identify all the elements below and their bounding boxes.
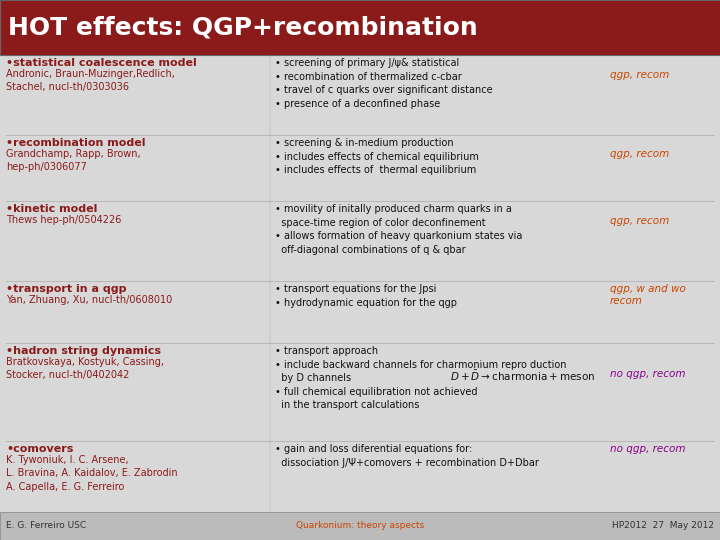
- Text: • screening & in-medium production
• includes effects of chemical equilibrium
• : • screening & in-medium production • inc…: [275, 138, 479, 175]
- Text: • gain and loss diferential equations for:
  dissociation J/Ψ+comovers + recombi: • gain and loss diferential equations fo…: [275, 444, 539, 468]
- Text: •transport in a qgp: •transport in a qgp: [6, 284, 127, 294]
- Text: $D + \bar{D} \rightarrow \mathrm{charmonia} + \mathrm{meson}$: $D + \bar{D} \rightarrow \mathrm{charmon…: [450, 369, 595, 383]
- Text: Bratkovskaya, Kostyuk, Cassing,
Stocker, nucl-th/0402042: Bratkovskaya, Kostyuk, Cassing, Stocker,…: [6, 357, 164, 380]
- Text: •recombination model: •recombination model: [6, 138, 145, 148]
- Bar: [0, 0, 720, 55]
- Text: no qgp, recom: no qgp, recom: [610, 369, 685, 379]
- Text: •kinetic model: •kinetic model: [6, 204, 97, 214]
- Text: qgp, recom: qgp, recom: [610, 70, 670, 79]
- Text: • movility of initally produced charm quarks in a
  space-time region of color d: • movility of initally produced charm qu…: [275, 204, 523, 255]
- Bar: [0, 512, 720, 540]
- Text: Andronic, Braun-Muzinger,Redlich,
Stachel, nucl-th/0303036: Andronic, Braun-Muzinger,Redlich, Stache…: [6, 69, 175, 92]
- Bar: [0, 512, 720, 540]
- Text: K. Tywoniuk, I. C. Arsene,
L. Bravina, A. Kaidalov, E. Zabrodin
A. Capella, E. G: K. Tywoniuk, I. C. Arsene, L. Bravina, A…: [6, 455, 178, 491]
- Text: Thews hep-ph/0504226: Thews hep-ph/0504226: [6, 215, 122, 225]
- Text: HP2012  27  May 2012: HP2012 27 May 2012: [612, 522, 714, 530]
- Text: •hadron string dynamics: •hadron string dynamics: [6, 346, 161, 356]
- Text: qgp, recom: qgp, recom: [610, 216, 670, 226]
- Text: Grandchamp, Rapp, Brown,
hep-ph/0306077: Grandchamp, Rapp, Brown, hep-ph/0306077: [6, 149, 140, 172]
- Text: E. G. Ferreiro USC: E. G. Ferreiro USC: [6, 522, 86, 530]
- Text: HOT effects: QGP+recombination: HOT effects: QGP+recombination: [8, 16, 478, 39]
- Text: Quarkonium: theory aspects: Quarkonium: theory aspects: [296, 522, 424, 530]
- Text: • transport approach
• include backward channels for charmonium repro duction
  : • transport approach • include backward …: [275, 346, 567, 410]
- Text: • transport equations for the Jpsi
• hydrodynamic equation for the qgp: • transport equations for the Jpsi • hyd…: [275, 284, 457, 308]
- Text: Yan, Zhuang, Xu, nucl-th/0608010: Yan, Zhuang, Xu, nucl-th/0608010: [6, 295, 172, 305]
- Text: • screening of primary J/ψ& statistical
• recombination of thermalized c-cbar
• : • screening of primary J/ψ& statistical …: [275, 58, 492, 109]
- Text: •comovers: •comovers: [6, 444, 73, 454]
- Text: •statistical coalescence model: •statistical coalescence model: [6, 58, 197, 68]
- Text: qgp, recom: qgp, recom: [610, 150, 670, 159]
- Text: no qgp, recom: no qgp, recom: [610, 444, 685, 454]
- Bar: [0, 0, 720, 55]
- Text: qgp, w and wo
recom: qgp, w and wo recom: [610, 284, 686, 306]
